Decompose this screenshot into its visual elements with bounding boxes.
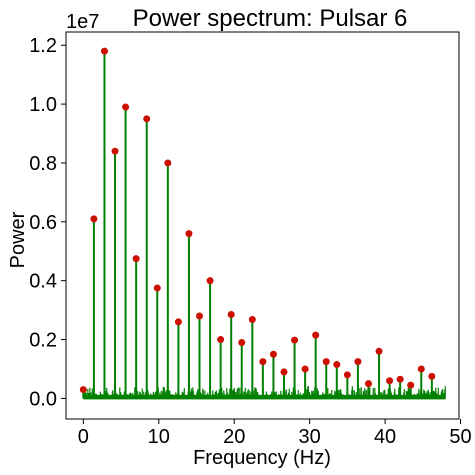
peak-marker	[375, 347, 383, 355]
peak-marker	[122, 103, 130, 111]
plot-frame	[65, 31, 460, 420]
x-axis-label: Frequency (Hz)	[193, 447, 331, 469]
peak-marker	[417, 365, 425, 373]
peak-marker	[90, 215, 98, 223]
peak-marker	[396, 375, 404, 383]
peak-marker	[280, 368, 288, 376]
plot-area	[79, 47, 446, 400]
peak-marker	[238, 338, 246, 346]
peak-marker	[386, 377, 394, 385]
peak-marker	[206, 277, 214, 285]
peak-marker	[364, 380, 372, 388]
peak-marker	[322, 358, 330, 366]
peak-marker	[227, 311, 235, 319]
y-tick-label: 0.6	[29, 212, 57, 234]
x-tick-label: 10	[148, 426, 170, 448]
peak-marker	[153, 284, 161, 292]
peak-marker	[407, 381, 415, 389]
peak-marker	[343, 371, 351, 379]
y-axis-label: Power	[7, 211, 29, 268]
y-tick-label: 0.0	[29, 388, 57, 410]
peak-marker	[217, 336, 225, 344]
peak-marker	[354, 358, 362, 366]
peak-marker	[79, 386, 87, 394]
peak-marker	[132, 255, 140, 263]
chart-title: Power spectrum: Pulsar 6	[133, 5, 408, 32]
x-tick-label: 0	[78, 426, 89, 448]
peak-marker	[291, 336, 299, 344]
x-tick-label: 20	[223, 426, 245, 448]
x-tick-label: 40	[374, 426, 396, 448]
y-tick-label: 1.0	[29, 94, 57, 116]
y-offset-label: 1e7	[66, 11, 99, 33]
peak-marker	[185, 230, 193, 238]
peak-marker	[174, 318, 182, 326]
y-tick-label: 1.2	[29, 35, 57, 57]
peak-marker	[259, 358, 267, 366]
y-tick-label: 0.2	[29, 330, 57, 352]
peak-marker	[164, 159, 172, 167]
peak-marker	[269, 350, 277, 358]
x-tick-label: 50	[449, 426, 471, 448]
y-tick-label: 0.4	[29, 271, 57, 293]
peak-marker	[428, 372, 436, 380]
peak-marker	[143, 115, 151, 123]
peak-marker	[100, 47, 108, 55]
noise-band	[83, 394, 446, 400]
peak-marker	[333, 361, 341, 369]
peak-marker	[111, 147, 119, 155]
peak-marker	[196, 312, 204, 320]
x-tick-label: 30	[299, 426, 321, 448]
peak-marker	[301, 365, 309, 373]
peak-marker	[312, 331, 320, 339]
axes: 0 10 20 30 40 50 0.0 0.2 0.4 0.6 0.8 1.0 1.2	[29, 31, 472, 448]
y-tick-label: 0.8	[29, 153, 57, 175]
peak-marker	[248, 316, 256, 324]
